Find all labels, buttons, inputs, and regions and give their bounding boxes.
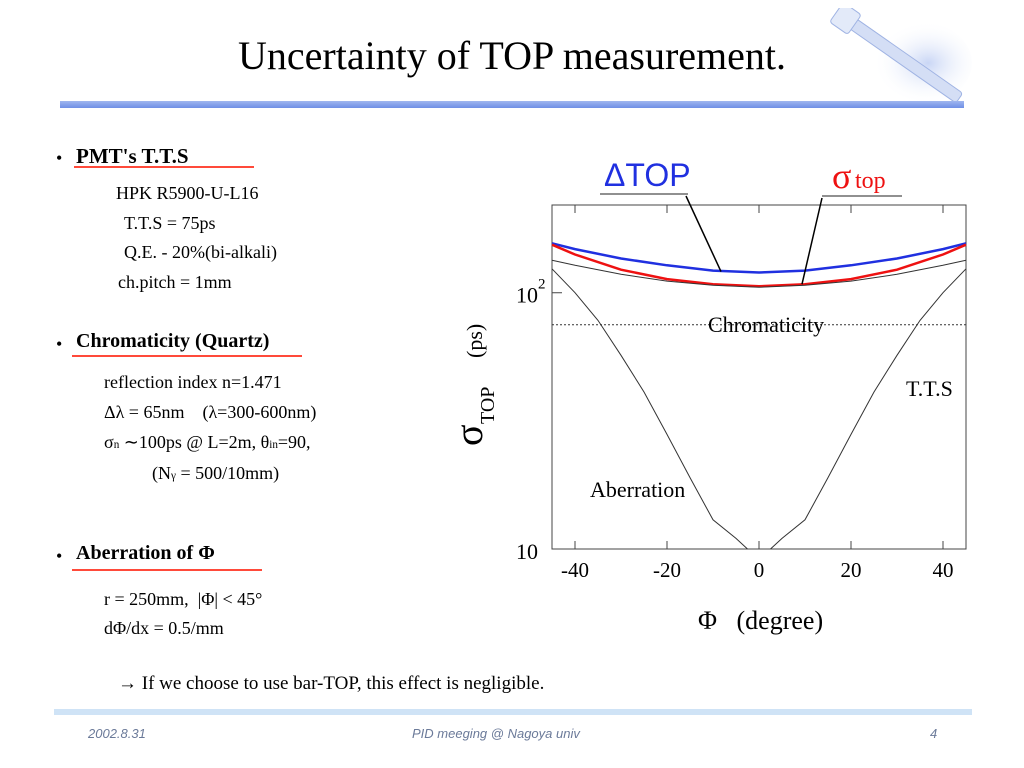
pmt-line: ch.pitch = 1mm — [118, 272, 232, 292]
section-heading-chromaticity: Chromaticity (Quartz) — [76, 330, 270, 352]
conclusion-note: → If we choose to use bar-TOP, this effe… — [118, 673, 545, 694]
series--top-line — [551, 242, 967, 274]
chromaticity-line: Δλ = 65nm (λ=300-600nm) — [104, 402, 317, 422]
sigma-symbol: σ — [104, 432, 114, 452]
legend-label-dtop: ΔTOP — [604, 157, 691, 193]
bullet: • — [56, 148, 63, 168]
pmt-line: Q.E. - 20%(bi-alkali) — [124, 242, 277, 262]
x-tick-label: 40 — [933, 558, 954, 582]
x-tick-label: 0 — [754, 558, 765, 582]
x-tick-label: 20 — [841, 558, 862, 582]
section-heading-aberration: Aberration of Φ — [76, 542, 215, 564]
y-tick-label: 10 — [516, 283, 538, 308]
subscript: in — [269, 439, 278, 451]
heading-underline — [74, 166, 254, 168]
slide-title: Uncertainty of TOP measurement. — [237, 33, 786, 78]
series--top-line — [551, 243, 967, 288]
sigma-text-end: =90, — [277, 432, 311, 452]
footer-center: PID meeging @ Nagoya univ — [412, 726, 580, 741]
heading-underline — [72, 355, 302, 357]
bullet: • — [56, 334, 63, 354]
pointer-stop — [801, 197, 823, 285]
section-heading-pmt: PMT's T.T.S — [76, 144, 189, 168]
bullet: • — [56, 546, 63, 566]
x-axis-label: Φ (degree) — [698, 606, 823, 635]
sigma-text: ∼100ps @ L=2m, θ — [119, 432, 270, 452]
pointer-dtop — [685, 195, 722, 272]
y-axis-unit: (ps) — [462, 324, 487, 358]
ngamma-line: (Nγ = 500/10mm) — [152, 463, 279, 484]
pen-decoration-icon — [830, 8, 972, 105]
footer-date: 2002.8.31 — [88, 726, 146, 741]
footer-divider — [54, 709, 972, 715]
ngamma-symbol: (N — [152, 463, 171, 483]
chromaticity-line: reflection index n=1.471 — [104, 372, 282, 392]
series-aberration-line — [551, 268, 748, 550]
y-tick-label: 10 — [516, 539, 538, 564]
aberration-line: r = 250mm, |Φ| < 45° — [104, 589, 263, 609]
heading-underline — [72, 569, 262, 571]
series-chromaticity-line — [551, 259, 967, 288]
pmt-line: T.T.S = 75ps — [124, 213, 216, 233]
y-axis-subscript: TOP — [477, 387, 499, 424]
subscript: γ — [171, 470, 176, 482]
sigma-n-line: σn ∼100ps @ L=2m, θin=90, — [104, 432, 311, 453]
sigma-top-chart: -40 -20 0 20 40 10 2 10 ΔTOP σ top Chromaticity T.T.… — [440, 150, 980, 650]
curve-label-aberration: Aberration — [590, 477, 685, 502]
aberration-line: dΦ/dx = 0.5/mm — [104, 618, 224, 638]
y-axis-symbol: σ — [446, 424, 491, 446]
legend-label-stop-text: top — [855, 168, 886, 194]
x-tick-label: -20 — [653, 558, 681, 582]
subscript: n — [113, 439, 120, 451]
curve-label-tts: T.T.S — [906, 376, 953, 401]
curve-label-chromaticity: Chromaticity — [708, 312, 824, 337]
pmt-line: HPK R5900-U-L16 — [116, 183, 259, 203]
footer-page-number: 4 — [930, 726, 938, 741]
y-tick-exponent: 2 — [538, 277, 546, 293]
legend-label-stop-symbol: σ — [832, 156, 851, 196]
ngamma-text: = 500/10mm) — [175, 463, 280, 483]
x-tick-label: -40 — [561, 558, 589, 582]
title-divider — [60, 101, 964, 108]
series-aberration-right-line — [770, 268, 967, 550]
